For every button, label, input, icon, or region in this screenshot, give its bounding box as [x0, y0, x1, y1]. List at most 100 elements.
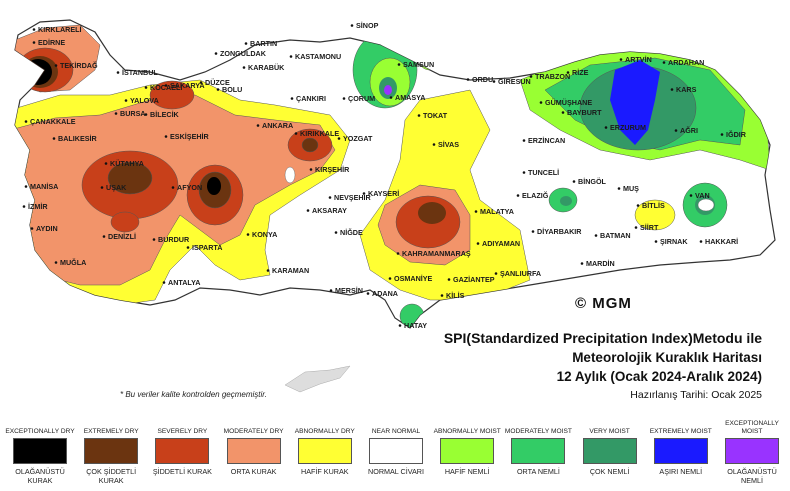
legend-swatch [13, 438, 67, 464]
city-dot [289, 55, 293, 58]
city-label: ZONGULDAK [220, 49, 267, 58]
city-label: UŞAK [106, 183, 127, 192]
city-dot [476, 242, 480, 245]
city-label: TUNCELİ [528, 168, 559, 177]
legend-item: VERY MOIST ÇOK NEMLİ [574, 418, 646, 476]
legend-swatch [155, 438, 210, 464]
city-label: KASTAMONU [295, 52, 341, 61]
city-label: ADIYAMAN [482, 239, 520, 248]
legend-item: MODERATELY DRY ORTA KURAK [218, 418, 290, 476]
city-label: KAHRAMANMARAŞ [402, 249, 471, 258]
city-dot [329, 289, 333, 292]
zone-severely-dry-denizli [110, 211, 140, 233]
turkey-drought-map: KIRKLARELİEDİRNETEKİRDAĞİSTANBULKOCAELİS… [14, 19, 776, 393]
city-dot [396, 252, 400, 255]
city-dot [152, 238, 156, 241]
legend-swatch [369, 438, 423, 464]
city-label: KARS [676, 85, 697, 94]
title-method: SPI(Standardized Precipitation Index)Met… [443, 330, 762, 346]
city-dot [164, 84, 168, 87]
city-label: BATMAN [600, 231, 631, 240]
legend-label-tr: OLAĞANÜSTÜ KURAK [15, 467, 65, 485]
city-label: KIRŞEHİR [315, 165, 350, 174]
city-label: BALIKESİR [58, 134, 98, 143]
city-dot [398, 324, 402, 327]
city-dot [494, 272, 498, 275]
city-dot [242, 66, 246, 69]
legend-label-tr: ORTA NEMLİ [516, 467, 560, 476]
city-dot [24, 120, 28, 123]
city-dot [124, 99, 128, 102]
city-dot [186, 246, 190, 249]
city-label: EDİRNE [38, 38, 65, 47]
city-dot [306, 209, 310, 212]
city-label: BOLU [222, 85, 242, 94]
city-dot [52, 137, 56, 140]
city-label: KAYSERİ [368, 189, 399, 198]
city-dot [440, 294, 444, 297]
city-dot [342, 97, 346, 100]
legend-item: ABNORMALLY DRY HAFİF KURAK [289, 418, 361, 476]
legend-label-tr: AŞIRI NEMLİ [659, 467, 703, 476]
legend-label-en: MODERATELY DRY [223, 428, 284, 435]
city-dot [720, 133, 724, 136]
city-dot [417, 114, 421, 117]
legend-item: EXTREMELY MOIST AŞIRI NEMLİ [645, 418, 717, 476]
city-label: BİNGÖL [578, 177, 607, 186]
city-dot [54, 64, 58, 67]
city-dot [54, 261, 58, 264]
city-dot [144, 113, 148, 116]
city-dot [334, 231, 338, 234]
legend-item: NEAR NORMAL NORMAL CİVARI [360, 418, 432, 476]
city-dot [636, 204, 640, 207]
city-dot [30, 227, 34, 230]
lake-tuz [284, 166, 296, 184]
city-label: ERZİNCAN [528, 136, 565, 145]
legend-label-en: ABNORMALLY MOIST [433, 428, 501, 435]
legend-label-tr: ORTA KURAK [230, 467, 277, 476]
city-dot [689, 194, 693, 197]
city-dot [199, 81, 203, 84]
city-label: NİĞDE [340, 228, 363, 237]
city-dot [674, 129, 678, 132]
city-label: BİTLİS [642, 201, 665, 210]
city-label: OSMANİYE [394, 274, 433, 283]
legend-swatch [440, 438, 495, 464]
city-label: AKSARAY [312, 206, 347, 215]
city-label: KİLİS [446, 291, 465, 300]
city-label: RİZE [572, 68, 589, 77]
zone-exceptionally-dry-afyon [207, 177, 221, 195]
zone-extremely-dry-kutahya [107, 161, 153, 195]
city-label: VAN [695, 191, 710, 200]
city-label: AYDIN [36, 224, 58, 233]
city-dot [388, 277, 392, 280]
city-label: HATAY [404, 321, 427, 330]
city-label: MUĞLA [60, 258, 86, 267]
quality-note: * Bu veriler kalite kontrolden geçmemişt… [120, 390, 267, 399]
city-label: SİNOP [356, 21, 379, 30]
city-label: BİLECİK [150, 110, 180, 119]
city-dot [256, 124, 260, 127]
city-label: NEVŞEHİR [334, 193, 372, 202]
city-label: ARTVİN [625, 55, 652, 64]
city-dot [144, 86, 148, 89]
legend-swatch [226, 438, 281, 464]
city-dot [561, 111, 565, 114]
city-label: İSTANBUL [122, 68, 158, 77]
legend-label-en: VERY MOIST [589, 428, 630, 435]
city-label: MERSİN [335, 286, 363, 295]
legend-swatch [582, 438, 637, 464]
city-label: KOCAELİ [150, 83, 182, 92]
city-label: TRABZON [535, 72, 570, 81]
city-label: GİRESUN [498, 77, 531, 86]
legend-label-tr: ÇOK ŞİDDETLİ KURAK [86, 467, 137, 485]
city-label: KARAMAN [272, 266, 309, 275]
city-label: ADANA [372, 289, 398, 298]
city-dot [362, 192, 366, 195]
legend-label-en: EXTREMELY MOIST [649, 428, 712, 435]
city-dot [572, 180, 576, 183]
city-dot [114, 112, 118, 115]
city-label: ELAZIĞ [522, 191, 549, 200]
legend-swatch [725, 438, 779, 464]
city-label: ERZURUM [610, 123, 646, 132]
